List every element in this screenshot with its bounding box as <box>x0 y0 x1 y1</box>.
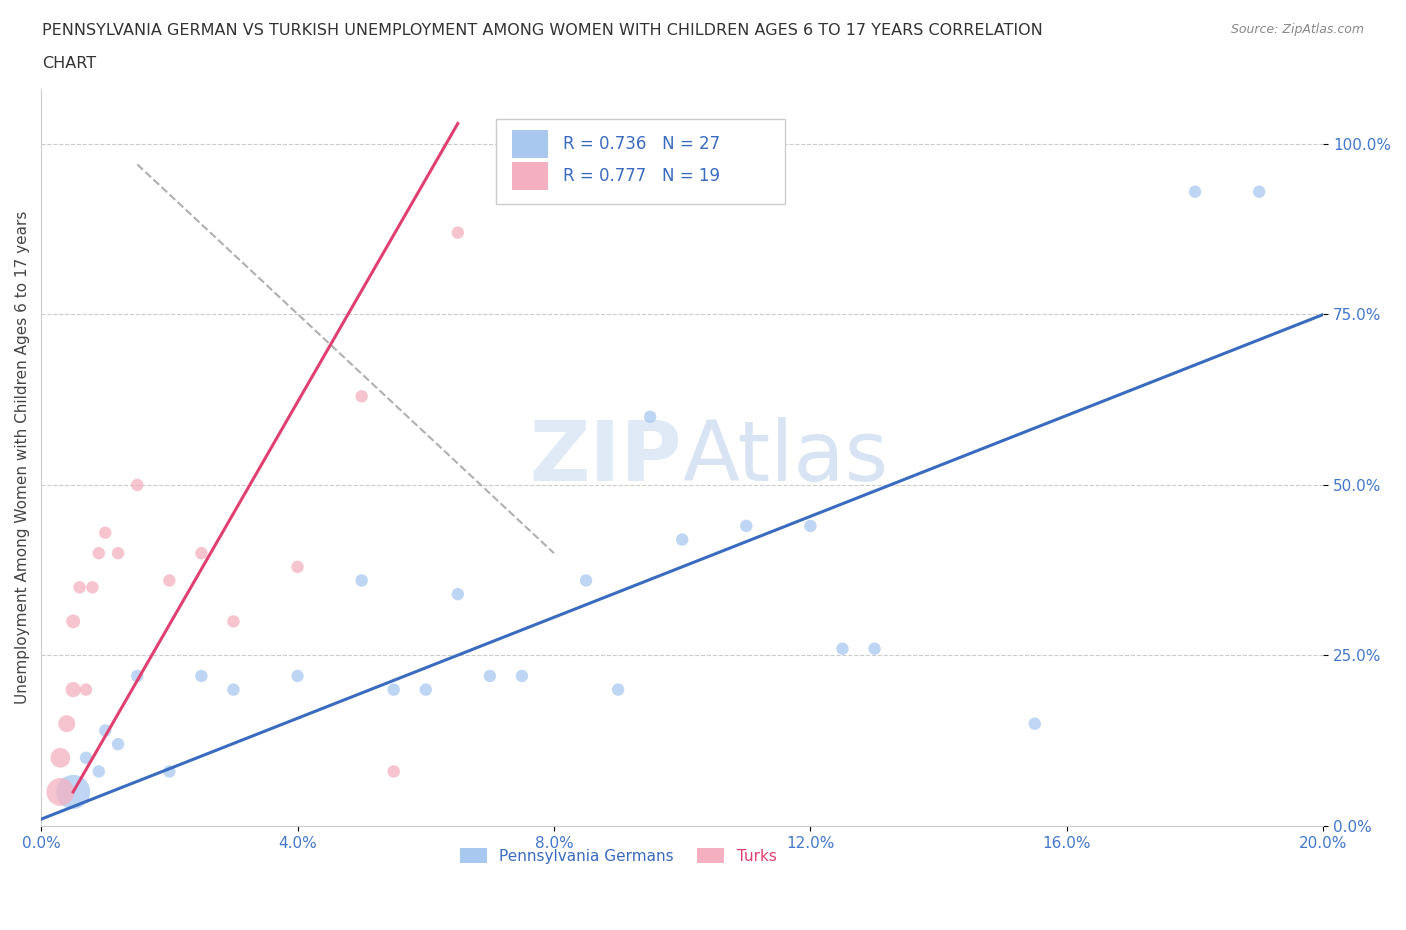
Point <box>478 669 501 684</box>
Point <box>382 683 405 698</box>
Text: PENNSYLVANIA GERMAN VS TURKISH UNEMPLOYMENT AMONG WOMEN WITH CHILDREN AGES 6 TO : PENNSYLVANIA GERMAN VS TURKISH UNEMPLOYM… <box>42 23 1043 38</box>
Point <box>127 669 149 684</box>
Point <box>94 525 117 540</box>
Point <box>49 785 72 800</box>
Point <box>190 669 212 684</box>
Y-axis label: Unemployment Among Women with Children Ages 6 to 17 years: Unemployment Among Women with Children A… <box>15 211 30 704</box>
Text: Source: ZipAtlas.com: Source: ZipAtlas.com <box>1230 23 1364 36</box>
Point <box>157 764 180 779</box>
Point <box>799 518 821 533</box>
Point <box>87 546 110 561</box>
Point <box>575 573 598 588</box>
Point <box>107 546 129 561</box>
Point <box>447 225 470 240</box>
Point <box>638 409 661 424</box>
Point <box>447 587 470 602</box>
Point <box>127 477 149 492</box>
Point <box>510 669 533 684</box>
Point <box>287 559 309 574</box>
Point <box>735 518 758 533</box>
Point <box>415 683 437 698</box>
Point <box>863 642 886 657</box>
Text: CHART: CHART <box>42 56 96 71</box>
Point <box>287 669 309 684</box>
Point <box>69 580 91 595</box>
Point <box>382 764 405 779</box>
Point <box>222 614 245 629</box>
Point <box>87 764 110 779</box>
Point <box>1184 184 1206 199</box>
Point <box>157 573 180 588</box>
Point <box>350 389 373 404</box>
Point <box>75 751 97 765</box>
Point <box>671 532 693 547</box>
Point <box>75 683 97 698</box>
FancyBboxPatch shape <box>512 130 547 158</box>
Text: ZIP: ZIP <box>530 418 682 498</box>
Point <box>55 716 77 731</box>
Point <box>49 751 72 765</box>
Point <box>190 546 212 561</box>
Point <box>107 737 129 751</box>
Point <box>62 785 84 800</box>
Point <box>82 580 104 595</box>
Point <box>1024 716 1046 731</box>
Point <box>1249 184 1271 199</box>
Point <box>62 683 84 698</box>
Text: R = 0.777   N = 19: R = 0.777 N = 19 <box>562 167 720 185</box>
Point <box>350 573 373 588</box>
Text: Atlas: Atlas <box>682 418 889 498</box>
Point <box>222 683 245 698</box>
Legend: Pennsylvania Germans, Turks: Pennsylvania Germans, Turks <box>454 842 783 870</box>
FancyBboxPatch shape <box>512 163 547 191</box>
FancyBboxPatch shape <box>496 119 785 204</box>
Text: R = 0.736   N = 27: R = 0.736 N = 27 <box>562 135 720 153</box>
Point <box>94 724 117 738</box>
Point <box>607 683 630 698</box>
Point <box>831 642 853 657</box>
Point <box>62 614 84 629</box>
